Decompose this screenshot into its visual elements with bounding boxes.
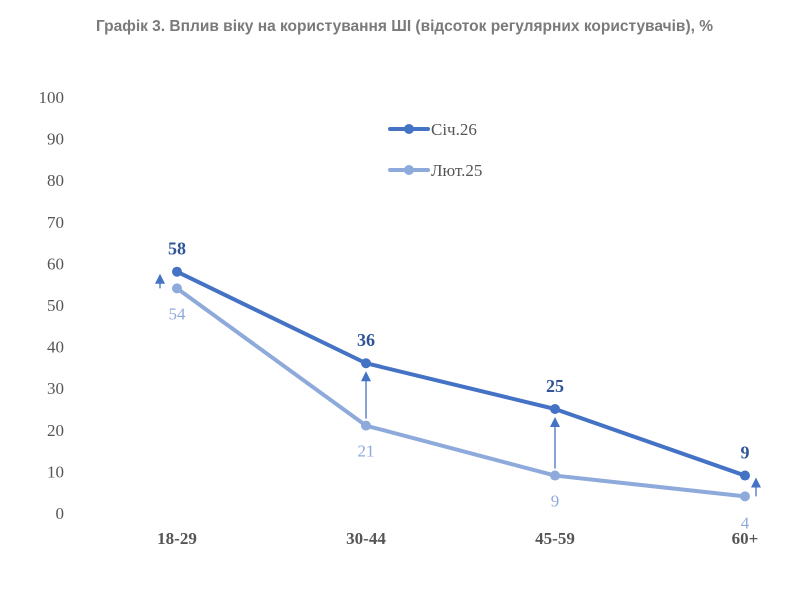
y-tick-label: 30 xyxy=(47,379,64,398)
data-label: 9 xyxy=(741,443,750,463)
change-arrows xyxy=(155,273,761,497)
y-tick-label: 50 xyxy=(47,296,64,315)
change-arrow-head xyxy=(361,371,371,382)
legend: Січ.26 Лют.25 xyxy=(388,120,482,180)
y-tick-label: 20 xyxy=(47,421,64,440)
legend-label: Лют.25 xyxy=(431,161,482,180)
y-tick-label: 90 xyxy=(47,130,64,149)
change-arrow-head xyxy=(751,477,761,488)
x-tick-label: 60+ xyxy=(732,529,759,548)
y-tick-label: 70 xyxy=(47,213,64,232)
y-tick-label: 10 xyxy=(47,462,64,481)
series-line xyxy=(175,286,747,499)
data-label: 58 xyxy=(168,239,186,259)
series-lines xyxy=(175,269,747,499)
legend-label: Січ.26 xyxy=(431,120,477,139)
data-point xyxy=(740,491,750,502)
data-label: 36 xyxy=(357,330,375,350)
legend-swatch-marker xyxy=(404,124,414,134)
x-tick-label: 18-29 xyxy=(157,529,197,548)
data-label: 25 xyxy=(546,376,564,396)
series-line xyxy=(175,269,747,478)
data-point xyxy=(550,404,560,414)
data-point xyxy=(740,470,750,481)
x-tick-label: 45-59 xyxy=(535,529,575,548)
data-point xyxy=(172,266,182,277)
data-label: 21 xyxy=(358,442,375,461)
data-point xyxy=(172,283,182,294)
data-label: 9 xyxy=(551,492,560,511)
change-arrow-head xyxy=(550,417,560,427)
chart-title: Графік 3. Вплив віку на користування ШІ … xyxy=(95,18,714,35)
y-tick-label: 100 xyxy=(39,88,65,107)
change-arrow-head xyxy=(155,273,165,284)
x-tick-label: 30-44 xyxy=(346,529,386,548)
legend-swatch-marker xyxy=(404,165,414,175)
data-point xyxy=(361,420,371,431)
x-axis-ticks: 18-29 30-44 45-59 60+ xyxy=(157,529,758,548)
data-point xyxy=(361,358,371,369)
data-labels: 58 36 25 9 54 21 9 4 xyxy=(168,239,750,533)
data-label: 4 xyxy=(741,513,750,532)
y-tick-label: 40 xyxy=(47,338,64,357)
data-label: 54 xyxy=(169,304,187,323)
data-point xyxy=(550,470,560,481)
series-points xyxy=(172,266,750,502)
y-tick-label: 80 xyxy=(47,171,64,190)
y-tick-label: 60 xyxy=(47,254,64,273)
y-tick-label: 0 xyxy=(56,504,65,523)
y-axis-ticks: 0 10 20 30 40 50 60 70 80 90 100 xyxy=(39,88,65,523)
